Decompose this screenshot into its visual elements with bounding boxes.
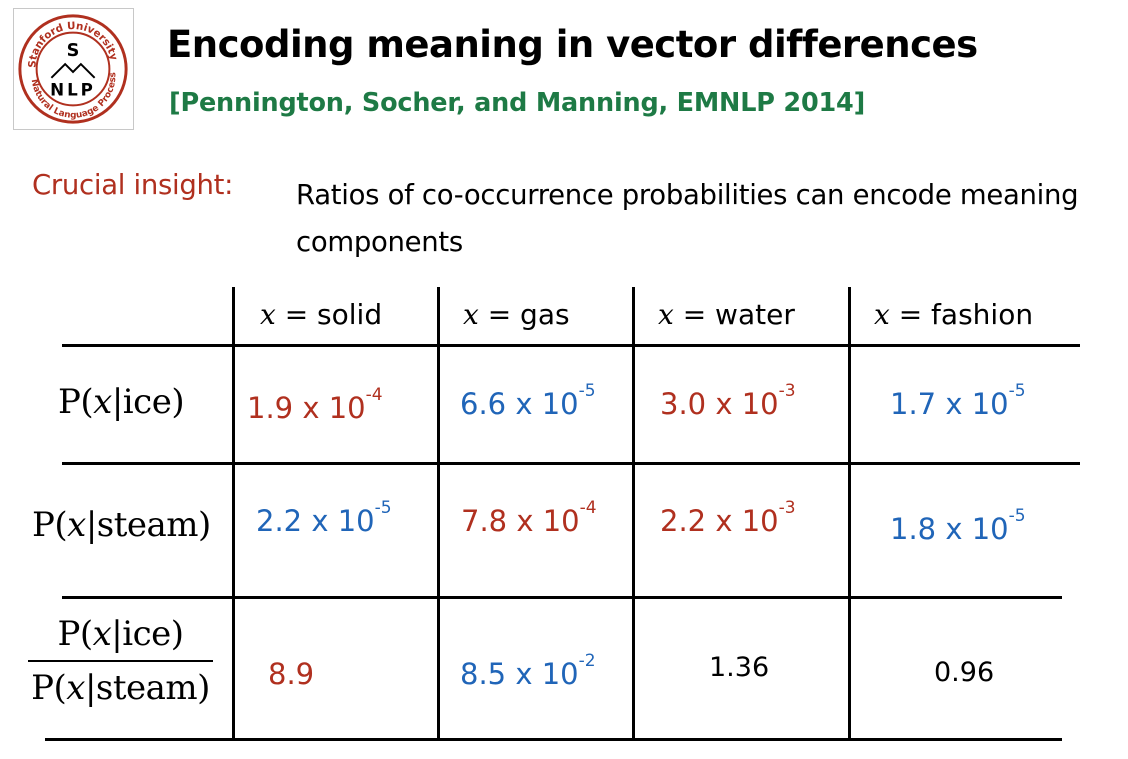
table-col-divider-3 xyxy=(632,287,635,739)
column-header-gas: x = gas xyxy=(463,298,570,331)
table-cell: 1.36 xyxy=(709,652,770,683)
stanford-nlp-logo: Stanford University Natural Language Pro… xyxy=(13,8,134,130)
table-cell: 1.7 x 10-5 xyxy=(890,381,1026,421)
citation: [Pennington, Socher, and Manning, EMNLP … xyxy=(169,88,866,118)
table-rule-bottom xyxy=(45,738,1062,741)
table-cell: 7.8 x 10-4 xyxy=(461,498,597,538)
table-cell: 0.96 xyxy=(934,657,995,688)
svg-text:S: S xyxy=(67,41,80,61)
table-col-divider-4 xyxy=(848,287,851,739)
ratio-denominator: P(x|steam) xyxy=(31,668,210,708)
insight-label: Crucial insight: xyxy=(32,169,234,201)
page-title: Encoding meaning in vector differences xyxy=(167,23,978,66)
column-header-solid: x = solid xyxy=(260,298,383,331)
column-header-water: x = water xyxy=(658,298,795,331)
table-cell: 2.2 x 10-5 xyxy=(256,498,392,538)
table-cell: 1.8 x 10-5 xyxy=(890,506,1026,546)
fraction-bar xyxy=(28,660,213,662)
table-rule-header xyxy=(62,344,1080,347)
table-cell: 2.2 x 10-3 xyxy=(660,498,796,538)
table-col-divider-1 xyxy=(232,287,235,739)
table-cell: 8.9 xyxy=(268,657,315,691)
row-label-ratio: P(x|ice) P(x|steam) xyxy=(28,614,213,708)
ratio-numerator: P(x|ice) xyxy=(57,614,184,654)
table-cell: 1.9 x 10-4 xyxy=(247,385,383,425)
table-rule-row2 xyxy=(62,596,1062,599)
svg-text:NLP: NLP xyxy=(50,80,96,100)
row-label-p-x-steam: P(x|steam) xyxy=(32,505,211,545)
column-header-fashion: x = fashion xyxy=(874,298,1034,331)
table-col-divider-2 xyxy=(437,287,440,739)
row-label-p-x-ice: P(x|ice) xyxy=(58,382,185,422)
logo-seal-icon: Stanford University Natural Language Pro… xyxy=(14,9,128,124)
table-cell: 3.0 x 10-3 xyxy=(660,381,796,421)
table-rule-row1 xyxy=(62,462,1080,465)
table-cell: 6.6 x 10-5 xyxy=(460,381,596,421)
table-cell: 8.5 x 10-2 xyxy=(460,651,596,691)
insight-text: Ratios of co-occurrence probabilities ca… xyxy=(296,179,1079,258)
